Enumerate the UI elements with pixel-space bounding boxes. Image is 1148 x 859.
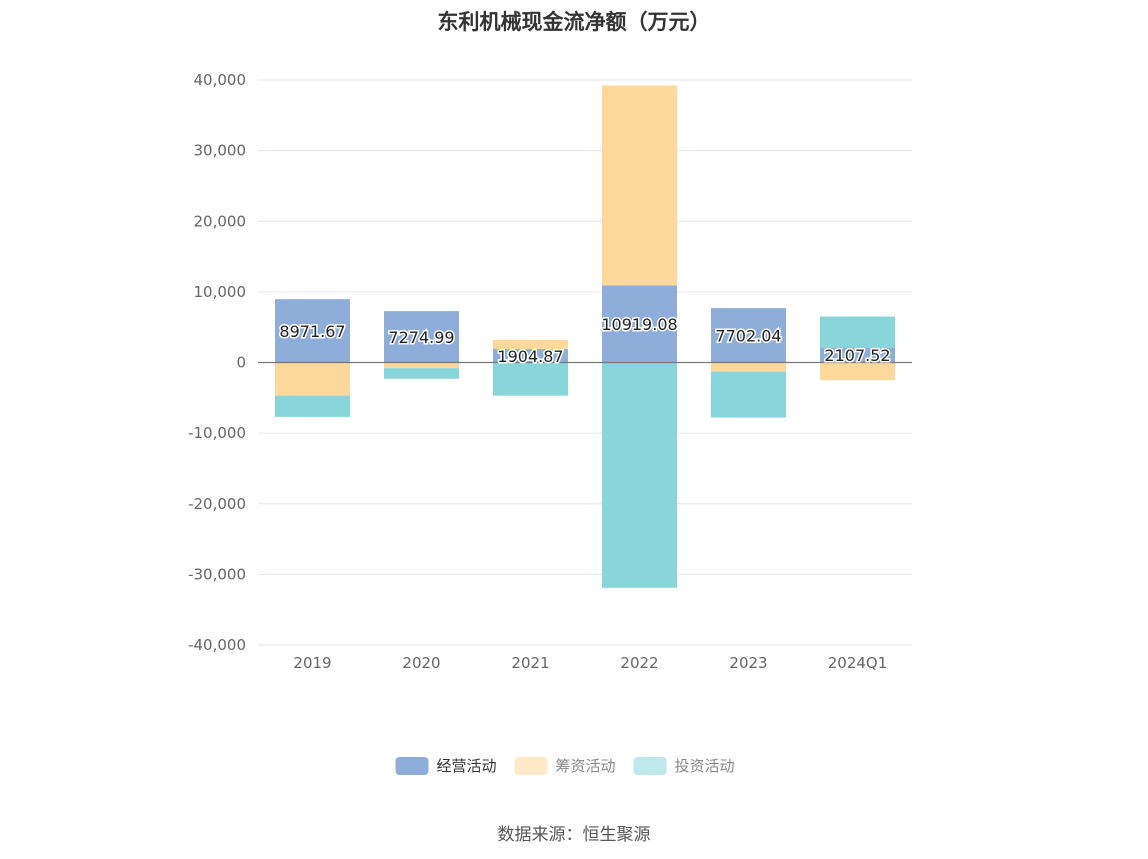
bar-financing-2020 <box>384 362 459 369</box>
data-source: 数据来源：恒生聚源 <box>497 825 651 845</box>
data-label-2022: 10919.08 <box>601 315 677 334</box>
legend-swatch <box>633 757 667 775</box>
data-label-2023: 7702.04 <box>715 326 781 345</box>
bar-operating-2023 <box>711 308 786 363</box>
bars <box>275 85 895 588</box>
data-labels: 8971.67 7274.99 1904.87 10919.08 7702.04 2107… <box>278 313 892 367</box>
y-tick-label: 20,000 <box>194 212 247 230</box>
bar-investing-2022 <box>602 362 677 588</box>
bar-financing-2022 <box>602 85 677 286</box>
bar-investing-2020 <box>384 368 459 379</box>
bar-financing-2021 <box>493 339 568 350</box>
y-tick-label: 10,000 <box>194 283 247 301</box>
legend-label: 投资活动 <box>675 757 735 775</box>
chart-title: 东利机械现金流净额（万元） <box>437 10 711 34</box>
bar-investing-2019 <box>275 395 350 417</box>
x-axis-ticks: 2019 2020 2021 2022 2023 2024Q1 <box>293 654 887 672</box>
y-tick-label: -30,000 <box>188 565 246 583</box>
data-label-2019: 8971.67 <box>279 322 345 341</box>
bar-investing-2023 <box>711 371 786 418</box>
legend-item-operating[interactable]: 经营活动 <box>395 757 497 775</box>
data-label-2020: 7274.99 <box>388 328 454 347</box>
x-tick-label: 2021 <box>511 654 549 672</box>
y-axis-ticks: 40,000 30,000 20,000 10,000 0 -10,000 -20,000 -… <box>188 71 246 654</box>
bar-investing-2024Q1 <box>820 316 895 348</box>
bar-operating-2019 <box>275 299 350 363</box>
bar-financing-2023 <box>711 362 786 372</box>
bar-operating-2021 <box>493 349 568 363</box>
y-tick-label: -10,000 <box>188 424 246 442</box>
y-tick-label: -20,000 <box>188 495 246 513</box>
legend-swatch <box>514 757 548 775</box>
data-label-2021: 1904.87 <box>497 347 563 366</box>
grid-lines <box>258 79 912 646</box>
x-tick-label: 2023 <box>729 654 767 672</box>
x-tick-label: 2020 <box>402 654 440 672</box>
legend-label: 筹资活动 <box>556 757 616 775</box>
y-tick-label: 30,000 <box>194 142 247 160</box>
bar-financing-2019 <box>275 362 350 396</box>
bar-operating-2020 <box>384 311 459 363</box>
bar-investing-2021 <box>493 362 568 396</box>
legend-label: 经营活动 <box>437 757 497 775</box>
y-tick-label: 0 <box>236 354 246 372</box>
y-tick-label: 40,000 <box>194 71 247 89</box>
x-tick-label: 2022 <box>620 654 658 672</box>
legend: 经营活动 筹资活动 投资活动 <box>395 757 735 775</box>
bar-operating-2022 <box>602 285 677 363</box>
data-label-2024Q1: 2107.52 <box>824 346 890 365</box>
x-tick-label: 2019 <box>293 654 331 672</box>
legend-item-investing[interactable]: 投资活动 <box>633 757 735 775</box>
bar-operating-2024Q1 <box>820 347 895 363</box>
x-tick-label: 2024Q1 <box>828 654 888 672</box>
y-tick-label: -40,000 <box>188 636 246 654</box>
legend-swatch <box>395 757 429 775</box>
legend-item-financing[interactable]: 筹资活动 <box>514 757 616 775</box>
bar-financing-2024Q1 <box>820 362 895 381</box>
